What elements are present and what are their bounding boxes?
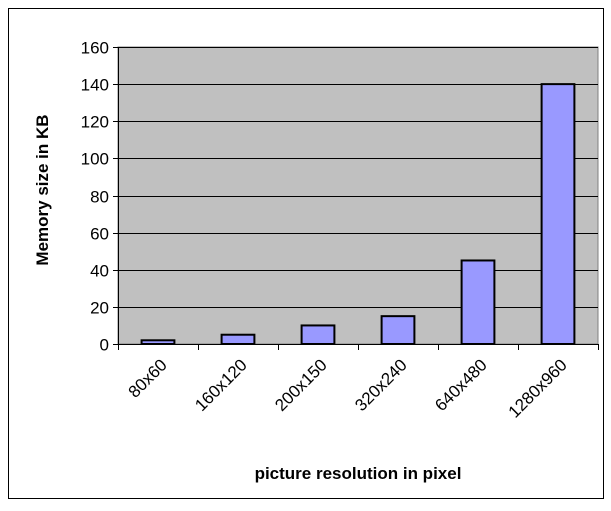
y-tick-label: 80	[90, 188, 109, 207]
plot-area	[117, 46, 599, 345]
bar-200x150	[300, 324, 336, 345]
y-tick-label: 120	[81, 113, 109, 132]
y-tick-label: 40	[90, 262, 109, 281]
y-tick-label: 160	[81, 39, 109, 58]
x-axis-label: picture resolution in pixel	[255, 464, 462, 483]
y-tick-label: 100	[81, 150, 109, 169]
y-tick-labels: 0 20 40 60 80 100 120 140 160	[81, 39, 118, 355]
bar-160x120	[220, 333, 256, 345]
y-tick-label: 20	[90, 299, 109, 318]
bar-640x480	[460, 259, 496, 345]
y-axis-label: Memory size in KB	[33, 114, 52, 265]
y-tick-label: 140	[81, 76, 109, 95]
bar-80x60	[140, 339, 176, 346]
y-tick-label: 60	[90, 225, 109, 244]
gridlines	[118, 47, 598, 308]
bar-320x240	[380, 315, 416, 345]
y-tick-label: 0	[100, 336, 109, 355]
bar-1280x960	[540, 83, 576, 345]
